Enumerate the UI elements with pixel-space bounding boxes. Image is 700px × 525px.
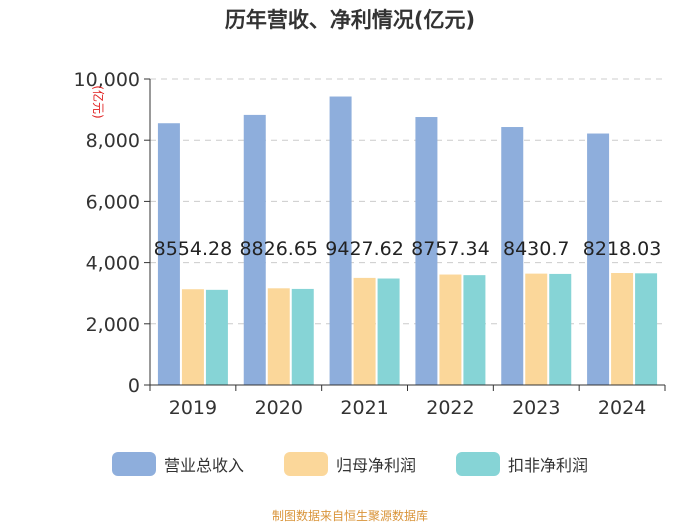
- legend: 营业总收入 归母净利润 扣非净利润: [0, 452, 700, 476]
- bar-1: [501, 127, 524, 386]
- legend-swatch: [283, 452, 328, 476]
- x-tick-label: 2021: [340, 397, 388, 419]
- x-tick-label: 2024: [598, 397, 646, 419]
- legend-item[interactable]: 归母净利润: [283, 452, 416, 476]
- bar-2: [439, 274, 462, 385]
- axes: 0 2,000 4,000 6,000 8,000 10,000 2019 2020 2021 2…: [74, 69, 666, 419]
- y-tick-label: 6,000: [86, 191, 140, 213]
- data-label: 8430.7: [503, 238, 569, 260]
- data-labels: 8554.28 8826.65 9427.62 8757.34 8430.7 8218.0…: [154, 238, 662, 260]
- x-tick-label: 2022: [426, 397, 474, 419]
- chart-title: 历年营收、净利情况(亿元): [224, 8, 476, 32]
- bar-3: [205, 289, 228, 385]
- data-label: 9427.62: [325, 238, 404, 260]
- y-axis-label: (亿元): [91, 85, 106, 118]
- data-label: 8554.28: [154, 238, 233, 260]
- bar-3: [291, 288, 314, 385]
- bar-1: [243, 114, 266, 385]
- bar-2: [181, 289, 204, 385]
- y-tick-label: 2,000: [86, 314, 140, 336]
- y-tick-label: 4,000: [86, 253, 140, 275]
- legend-label: 归母净利润: [335, 456, 416, 475]
- bar-2: [353, 277, 376, 385]
- y-tick-label: 0: [128, 375, 140, 397]
- legend-swatch: [456, 452, 500, 476]
- legend-label: 扣非净利润: [508, 456, 589, 475]
- bar-1: [587, 133, 610, 385]
- y-tick-label: 8,000: [86, 130, 140, 152]
- bar-1: [157, 123, 180, 386]
- legend-item[interactable]: 扣非净利润: [456, 452, 588, 476]
- data-label: 8218.03: [583, 238, 662, 260]
- bar-2: [525, 273, 548, 385]
- bar-1: [329, 96, 352, 385]
- x-tick-label: 2023: [512, 397, 560, 419]
- source-note: 制图数据来自恒生聚源数据库: [271, 509, 428, 523]
- legend-label: 营业总收入: [163, 456, 244, 475]
- bars: [157, 96, 658, 386]
- x-tick-label: 2019: [169, 397, 217, 419]
- data-label: 8826.65: [239, 238, 318, 260]
- bar-3: [377, 278, 400, 385]
- data-label: 8757.34: [411, 238, 490, 260]
- bar-chart: 0 2,000 4,000 6,000 8,000 10,000 2019 2020 2021 2…: [74, 69, 666, 419]
- bar-1: [415, 117, 438, 386]
- bar-3: [463, 275, 486, 385]
- bar-3: [549, 273, 572, 385]
- legend-swatch: [111, 452, 156, 476]
- y-tick-label: 10,000: [74, 69, 140, 91]
- x-tick-label: 2020: [255, 397, 303, 419]
- grid-lines: [150, 78, 665, 325]
- bar-2: [611, 273, 634, 385]
- bar-2: [267, 288, 290, 385]
- legend-item[interactable]: 营业总收入: [111, 452, 244, 476]
- bar-3: [635, 273, 658, 385]
